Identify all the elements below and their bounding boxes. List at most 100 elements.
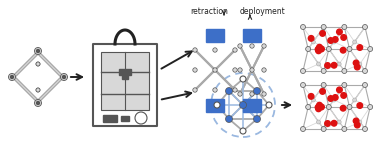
Circle shape — [11, 75, 14, 78]
Circle shape — [331, 62, 337, 68]
Circle shape — [250, 44, 254, 48]
Circle shape — [363, 126, 367, 131]
Circle shape — [226, 116, 232, 123]
Circle shape — [353, 98, 357, 102]
Circle shape — [341, 93, 347, 98]
Circle shape — [213, 68, 217, 72]
Circle shape — [301, 126, 305, 131]
Circle shape — [353, 118, 359, 124]
Circle shape — [316, 48, 321, 54]
Bar — [103, 115, 117, 122]
Circle shape — [262, 68, 266, 72]
Circle shape — [355, 64, 360, 70]
Circle shape — [213, 88, 217, 92]
Circle shape — [320, 89, 325, 94]
Circle shape — [214, 102, 220, 108]
Circle shape — [331, 120, 337, 126]
Circle shape — [332, 98, 336, 102]
Circle shape — [308, 94, 314, 99]
Circle shape — [363, 25, 367, 30]
Circle shape — [193, 48, 197, 52]
Circle shape — [358, 120, 362, 124]
Circle shape — [326, 105, 332, 110]
Circle shape — [193, 88, 197, 92]
Circle shape — [315, 105, 321, 110]
Circle shape — [8, 73, 15, 80]
Circle shape — [240, 128, 246, 134]
Circle shape — [233, 88, 237, 92]
Bar — [101, 52, 149, 110]
Circle shape — [37, 102, 39, 105]
Bar — [243, 99, 261, 112]
Circle shape — [342, 25, 347, 30]
Circle shape — [266, 102, 272, 108]
Bar — [122, 75, 128, 79]
Circle shape — [308, 36, 314, 41]
Circle shape — [332, 40, 336, 44]
Circle shape — [357, 103, 363, 108]
Circle shape — [36, 62, 40, 66]
Circle shape — [325, 121, 330, 126]
Circle shape — [233, 48, 237, 52]
Circle shape — [333, 37, 338, 42]
Circle shape — [342, 68, 347, 73]
Circle shape — [325, 63, 330, 68]
Circle shape — [316, 120, 321, 124]
Circle shape — [319, 46, 324, 52]
Circle shape — [34, 47, 42, 54]
Circle shape — [321, 25, 326, 30]
Circle shape — [363, 82, 367, 88]
Circle shape — [328, 38, 333, 43]
Circle shape — [315, 47, 321, 52]
Circle shape — [262, 92, 266, 96]
Bar — [119, 69, 131, 75]
Circle shape — [233, 68, 237, 72]
Circle shape — [193, 68, 197, 72]
Circle shape — [238, 44, 242, 48]
Circle shape — [240, 76, 246, 82]
Circle shape — [254, 116, 260, 123]
Bar — [93, 44, 157, 126]
Circle shape — [320, 31, 325, 36]
Circle shape — [342, 82, 347, 88]
Circle shape — [337, 29, 342, 35]
Circle shape — [340, 105, 346, 111]
Circle shape — [306, 105, 311, 110]
Circle shape — [238, 92, 242, 96]
Circle shape — [240, 102, 246, 109]
Circle shape — [135, 112, 147, 124]
Circle shape — [319, 104, 324, 110]
Circle shape — [317, 102, 322, 108]
Circle shape — [355, 122, 360, 128]
Circle shape — [250, 68, 254, 72]
Circle shape — [301, 25, 305, 30]
Circle shape — [357, 45, 363, 50]
Circle shape — [301, 68, 305, 73]
Circle shape — [36, 88, 40, 92]
Circle shape — [337, 87, 342, 93]
Circle shape — [254, 88, 260, 95]
Circle shape — [328, 96, 333, 101]
Bar — [206, 29, 224, 42]
Circle shape — [37, 49, 39, 52]
Circle shape — [301, 82, 305, 88]
Circle shape — [62, 75, 65, 78]
Circle shape — [341, 35, 347, 40]
Circle shape — [226, 88, 232, 95]
Circle shape — [347, 105, 352, 110]
Circle shape — [317, 44, 322, 50]
Circle shape — [36, 88, 40, 92]
Circle shape — [347, 46, 352, 51]
Circle shape — [250, 92, 254, 96]
Circle shape — [337, 62, 341, 66]
Circle shape — [368, 105, 373, 110]
Circle shape — [306, 46, 311, 51]
Bar — [121, 116, 129, 121]
Circle shape — [238, 68, 242, 72]
Circle shape — [311, 40, 315, 44]
Circle shape — [321, 126, 326, 131]
Circle shape — [342, 126, 347, 131]
Circle shape — [311, 98, 315, 102]
Circle shape — [321, 68, 326, 73]
Circle shape — [60, 73, 68, 80]
